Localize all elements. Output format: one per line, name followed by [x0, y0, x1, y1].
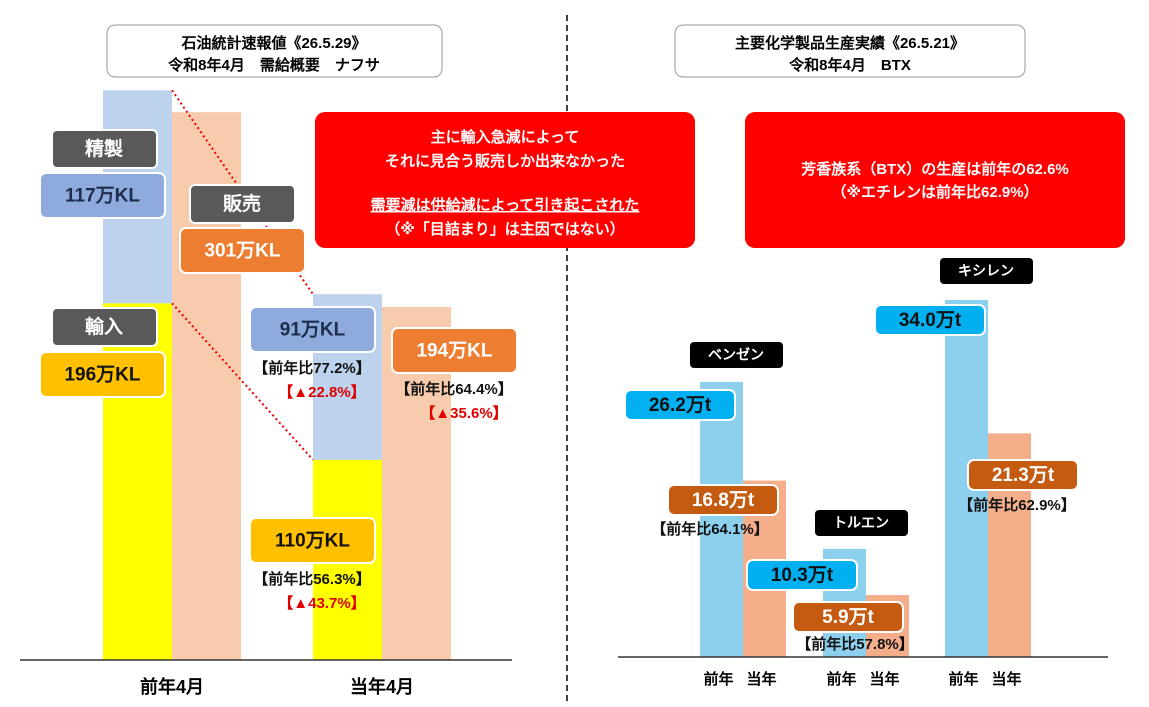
value-label: 110万KL [275, 531, 350, 552]
connector [171, 302, 314, 461]
callout-text: それに見合う販売しか出来なかった [385, 152, 625, 170]
value-label-box [874, 304, 986, 336]
change-label: 【▲43.7%】 [278, 594, 365, 612]
callout-text: 主に輸入急減によって [431, 128, 580, 146]
series-tag: 販売 [223, 192, 261, 215]
value-label-box [39, 172, 166, 219]
value-label-box [39, 351, 166, 398]
ratio-label: 【前年比64.4%】 [395, 380, 513, 398]
value-label: 16.8万t [692, 490, 755, 511]
ratio-label: 【前年比64.1%】 [651, 520, 769, 538]
x-axis-label: 前年 [948, 670, 978, 688]
x-axis-label: 前年 [703, 670, 733, 688]
header-box [106, 24, 443, 78]
ratio-label: 【前年比77.2%】 [253, 359, 371, 377]
change-label: 【▲35.6%】 [420, 404, 507, 422]
x-axis-label: 前年4月 [140, 676, 204, 697]
value-label: 91万KL [280, 320, 346, 341]
series-tag: 輸入 [85, 315, 123, 338]
value-label-box [967, 459, 1079, 491]
value-label-box [624, 389, 736, 421]
value-label-box [391, 327, 518, 374]
category-tag-box [815, 510, 908, 536]
change-label: 【▲22.8%】 [278, 383, 365, 401]
chart-title: 主要化学製品生産実績《26.5.21》 [735, 34, 965, 52]
value-label-box [249, 517, 376, 564]
x-axis-label: 当年 [991, 670, 1021, 688]
callout-box [315, 112, 695, 248]
bar [700, 381, 743, 657]
value-label: 21.3万t [992, 465, 1055, 486]
value-label: 5.9万t [822, 607, 874, 628]
category-tag-box [690, 342, 783, 368]
series-tag-box [51, 307, 158, 347]
value-label: 196万KL [64, 365, 140, 386]
x-axis-label: 前年 [826, 670, 856, 688]
callout-text: 芳香族系（BTX）の生産は前年の62.6% [801, 160, 1069, 178]
value-label: 34.0万t [899, 310, 962, 331]
callout-text: （※「目詰まり」は主因ではない） [385, 220, 625, 238]
value-label-box [746, 559, 858, 591]
callout-text: （※エチレンは前年比62.9%） [831, 183, 1038, 201]
category-tag: キシレン [958, 263, 1014, 279]
value-label-box [249, 306, 376, 353]
value-label: 194万KL [416, 341, 492, 362]
series-tag: 精製 [85, 137, 123, 160]
series-tag-box [189, 184, 296, 224]
ratio-label: 【前年比56.3%】 [253, 570, 371, 588]
value-label: 117万KL [65, 186, 140, 207]
callout-box [745, 112, 1125, 248]
header-box [674, 24, 1026, 78]
value-label: 26.2万t [649, 395, 712, 416]
category-tag-box [940, 258, 1033, 284]
x-axis-label: 当年4月 [350, 676, 414, 697]
chart-title: 石油統計速報値《26.5.29》 [180, 34, 366, 52]
ratio-label: 【前年比57.8%】 [796, 635, 914, 653]
category-tag: ベンゼン [708, 347, 764, 363]
category-tag: トルエン [833, 515, 889, 531]
chart-subtitle: 令和8年4月 BTX [789, 56, 911, 74]
value-label-box [179, 227, 306, 274]
value-label-box [667, 484, 779, 516]
chart-subtitle: 令和8年4月 需給概要 ナフサ [168, 56, 380, 74]
series-tag-box [51, 129, 158, 169]
value-label: 301万KL [204, 241, 280, 262]
callout-text: 需要減は供給減によって引き起こされた [371, 196, 640, 214]
ratio-label: 【前年比62.9%】 [958, 496, 1076, 514]
x-axis-label: 当年 [869, 670, 899, 688]
value-label: 10.3万t [771, 565, 834, 586]
x-axis-label: 当年 [746, 670, 776, 688]
value-label-box [792, 601, 904, 633]
